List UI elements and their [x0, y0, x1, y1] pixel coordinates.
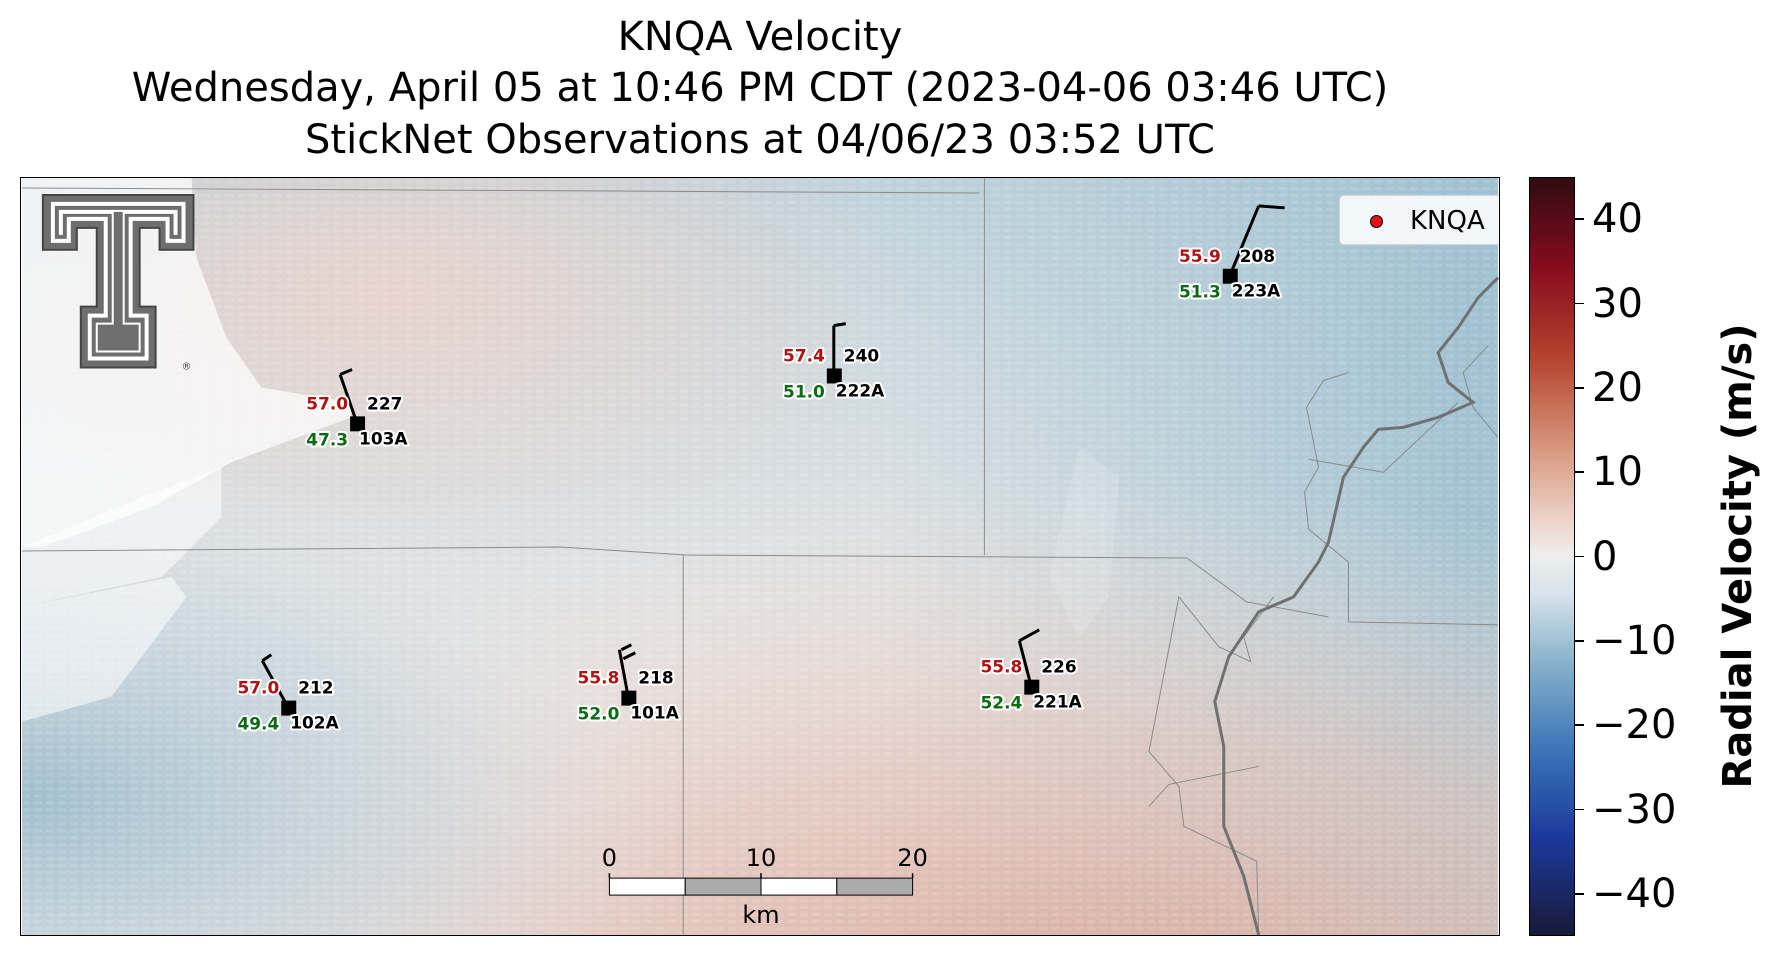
title-line-2: Wednesday, April 05 at 10:46 PM CDT (202… — [131, 65, 1389, 111]
station-id: 218 — [638, 668, 673, 688]
station-103A[interactable]: 57.0 227 47.3 103A — [304, 368, 410, 451]
colorbar — [1529, 177, 1575, 936]
colorbar-tick-label: −10 — [1592, 617, 1677, 664]
station-marker[interactable] — [1024, 679, 1040, 695]
colorbar-tick-mark — [1575, 808, 1584, 811]
legend-label: KNQA — [1410, 206, 1485, 236]
station-red-value: 55.8 — [578, 668, 620, 688]
scale-segment — [608, 877, 686, 896]
colorbar-tick-label: −20 — [1592, 702, 1677, 749]
station-id: 240 — [844, 346, 879, 366]
wind-barb-flag — [833, 322, 847, 328]
texas-tech-logo: ® — [41, 193, 195, 372]
title-line-3: StickNet Observations at 04/06/23 03:52 … — [305, 117, 1215, 163]
wind-barb-flag — [1258, 204, 1285, 210]
scale-segment — [836, 877, 914, 896]
station-red-value: 57.4 — [783, 346, 825, 366]
scale-bar: 0 10 20 km — [602, 844, 928, 929]
station-red-value: 55.9 — [1179, 246, 1221, 266]
station-marker[interactable] — [1222, 268, 1238, 284]
station-marker[interactable] — [350, 416, 366, 432]
wind-barb-shaft — [617, 649, 630, 698]
station-green-value: 49.4 — [237, 714, 279, 734]
wind-barb-flag — [339, 368, 353, 376]
colorbar-tick-mark — [1575, 555, 1584, 558]
station-red-value: 55.8 — [981, 657, 1023, 677]
svg-text:®: ® — [182, 361, 192, 372]
colorbar-tick-mark — [1575, 218, 1584, 220]
station-code: 103A — [359, 428, 408, 448]
colorbar-tick-label: 40 — [1592, 196, 1643, 243]
colorbar-tick-mark — [1575, 302, 1584, 305]
station-id: 227 — [367, 393, 402, 413]
wind-barb-flag — [622, 651, 636, 661]
title-line-1: KNQA Velocity — [617, 14, 903, 60]
station-green-value: 52.0 — [578, 704, 620, 724]
colorbar-tick-mark — [1575, 640, 1584, 642]
station-id: 212 — [298, 678, 333, 698]
scale-segment — [760, 877, 838, 896]
station-code: 221A — [1033, 692, 1082, 712]
station-102A[interactable]: 57.0 212 49.4 102A — [235, 653, 342, 736]
station-222A[interactable]: 57.4 240 51.0 222A — [781, 322, 887, 403]
scale-tick-10: 10 — [746, 844, 776, 872]
radar-marker-icon — [1370, 215, 1383, 228]
station-marker[interactable] — [281, 700, 297, 716]
station-green-value: 51.0 — [783, 381, 825, 401]
colorbar-tick-mark — [1575, 471, 1584, 473]
station-code: 222A — [836, 380, 885, 400]
colorbar-tick-mark — [1575, 387, 1584, 389]
station-red-value: 57.0 — [306, 393, 348, 413]
colorbar-tick-label: 30 — [1592, 280, 1643, 327]
wind-barb-shaft — [261, 660, 290, 709]
county-boundaries — [21, 178, 1499, 935]
station-code: 223A — [1232, 281, 1281, 301]
station-green-value: 52.4 — [981, 693, 1023, 713]
station-green-value: 47.3 — [306, 429, 348, 449]
station-223A[interactable]: 55.9 208 51.3 223A — [1177, 204, 1285, 304]
wind-barb-shaft — [1017, 640, 1033, 688]
colorbar-title: Radial Velocity (m/s) — [1715, 323, 1761, 789]
scale-tick-20: 20 — [897, 844, 927, 872]
station-red-value: 57.0 — [237, 678, 279, 698]
station-221A[interactable]: 55.8 226 52.4 221A — [979, 628, 1085, 715]
map-legend: KNQA — [1339, 195, 1499, 245]
stations-layer: 57.0 227 47.3 103A 57.4 240 51.0 222A 55.9 208 51.… — [235, 204, 1285, 736]
wind-barb-shaft — [1228, 205, 1261, 277]
station-id: 226 — [1041, 657, 1076, 677]
wind-barb-flag — [1018, 628, 1040, 643]
colorbar-tick-label: 20 — [1592, 364, 1643, 411]
colorbar-tick-label: −30 — [1592, 786, 1677, 833]
scale-unit: km — [742, 901, 779, 929]
station-marker[interactable] — [621, 690, 637, 706]
station-green-value: 51.3 — [1179, 282, 1221, 302]
colorbar-tick-label: 0 — [1592, 533, 1618, 580]
station-id: 208 — [1240, 246, 1275, 266]
river-line — [1213, 276, 1499, 935]
wind-barb-flag — [620, 643, 633, 652]
station-101A[interactable]: 55.8 218 52.0 101A — [576, 643, 682, 726]
map-panel[interactable]: ® 57.0 227 47.3 103A 57.4 240 51.0 222A 55.9 208 5… — [20, 177, 1500, 936]
colorbar-tick-label: 10 — [1592, 449, 1643, 496]
wind-barb-flag — [261, 653, 273, 662]
wind-barb-shaft — [338, 373, 359, 424]
colorbar-tick-mark — [1575, 724, 1584, 726]
scale-segment — [684, 877, 762, 896]
scale-tick-0: 0 — [602, 844, 617, 872]
colorbar-tick-label: −40 — [1592, 870, 1677, 917]
colorbar-tick-mark — [1575, 893, 1584, 895]
station-code: 101A — [630, 703, 679, 723]
station-marker[interactable] — [826, 368, 842, 384]
station-code: 102A — [290, 713, 339, 733]
